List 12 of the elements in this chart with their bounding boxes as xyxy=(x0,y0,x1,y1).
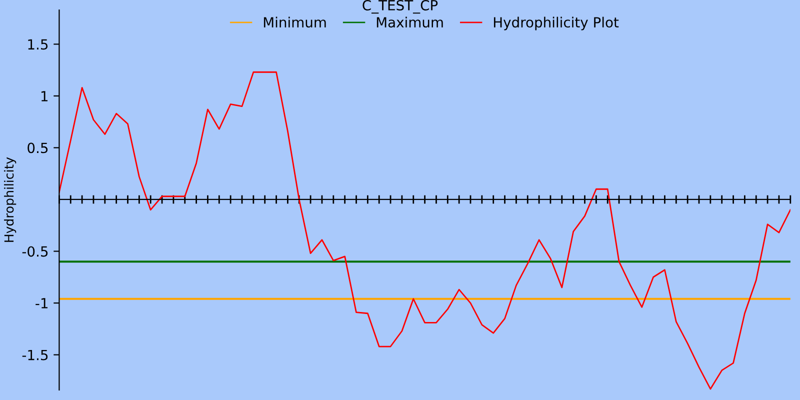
y-tick-label: 1 xyxy=(41,91,48,102)
y-tick-label: 0.5 xyxy=(28,142,48,154)
chart-title: C_TEST_CP xyxy=(362,0,438,14)
y-tick-label: -0.5 xyxy=(22,246,48,257)
y-axis-title: Hydrophilicity xyxy=(4,157,16,242)
y-tick-label: 1.5 xyxy=(28,39,48,50)
y-tick-label: -1 xyxy=(36,298,48,308)
line-series xyxy=(59,71,790,390)
legend-label: Minimum xyxy=(264,16,326,28)
legend-label: Maximum xyxy=(376,16,443,28)
legend-label: Hydrophilicity Plot xyxy=(494,16,619,30)
y-tick-label: -1.5 xyxy=(22,350,48,360)
